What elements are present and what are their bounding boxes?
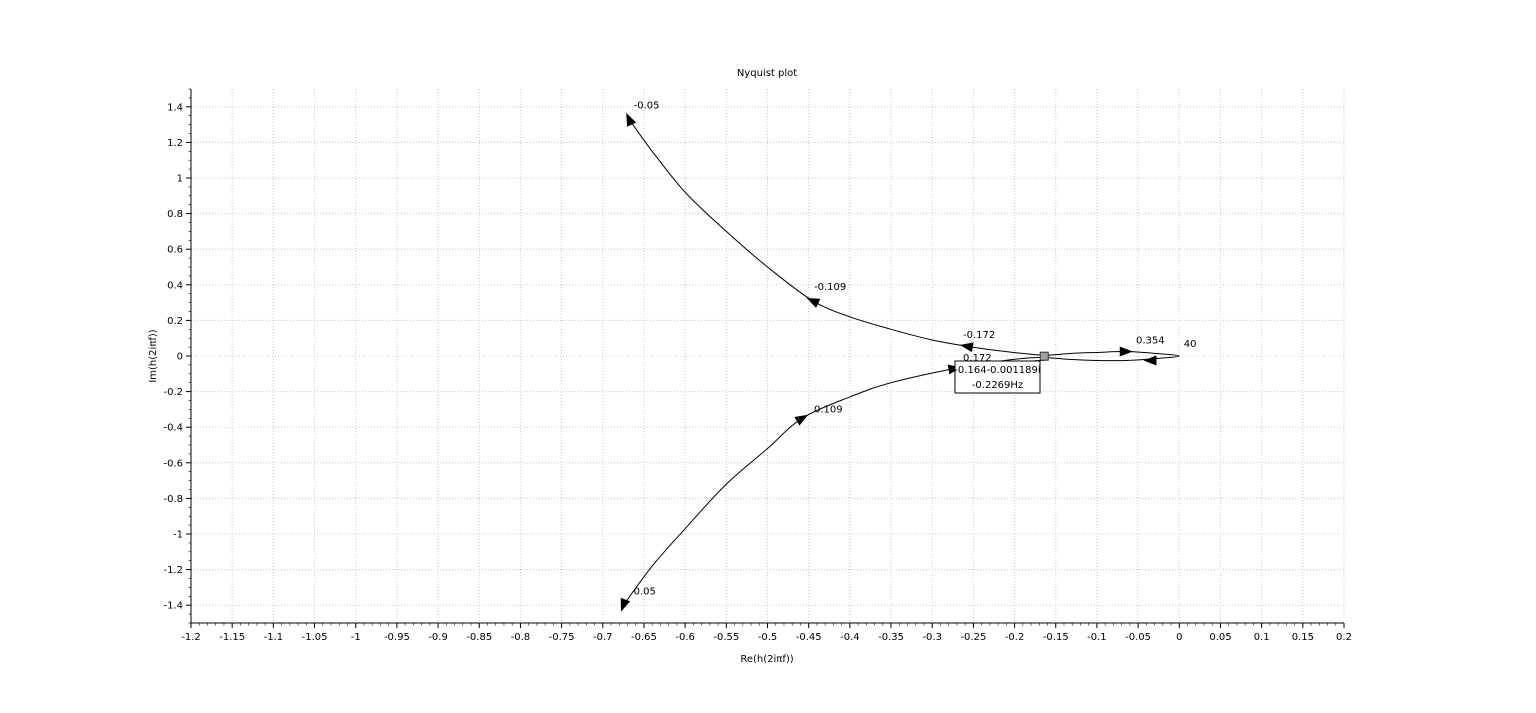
x-tick-label: 0.1 — [1254, 632, 1270, 643]
frequency-label: -0.109 — [814, 282, 846, 293]
y-tick-label: -1 — [173, 530, 183, 541]
x-tick-label: 0.15 — [1292, 632, 1314, 643]
direction-arrow — [794, 414, 809, 426]
direction-arrows — [620, 112, 1157, 612]
nyquist-series-line — [622, 118, 1180, 606]
y-tick-label: 0 — [177, 352, 183, 363]
y-tick-label: -1.2 — [163, 565, 183, 576]
direction-arrow — [1143, 355, 1157, 366]
y-tick-label: 0.8 — [167, 209, 183, 220]
direction-arrow — [806, 297, 821, 308]
x-tick-label: -0.25 — [960, 632, 986, 643]
x-tick-label: -0.85 — [466, 632, 492, 643]
grid — [190, 89, 1345, 623]
y-tick-label: 1.4 — [167, 102, 183, 113]
direction-arrow — [1119, 346, 1133, 357]
chart-title: Nyquist plot — [737, 68, 797, 79]
x-tick-label: -0.9 — [428, 632, 448, 643]
frequency-labels: -0.05 -0.109 -0.172 0.354 40 0.172 0.109 0.05 — [634, 100, 1197, 597]
y-tick-label: -0.4 — [163, 423, 183, 434]
x-tick-label: -0.75 — [549, 632, 575, 643]
x-tick-label: -0.45 — [796, 632, 822, 643]
x-axis-label: Re(h(2iπf)) — [740, 654, 793, 665]
x-tick-label: -0.05 — [1125, 632, 1151, 643]
datatip-value: -0.164-0.001189i — [954, 365, 1040, 376]
frequency-label: 0.05 — [634, 586, 656, 597]
x-tick-label: 0.2 — [1336, 632, 1352, 643]
datatip-box — [954, 360, 1041, 394]
axes — [186, 88, 1345, 628]
y-tick-labels: -1.4 -1.2 -1 -0.8 -0.6 -0.4 -0.2 0 0.2 0.4 0.6 0.8 1… — [163, 102, 183, 611]
frequency-label: 0.354 — [1136, 335, 1165, 346]
frequency-label: 0.172 — [963, 353, 992, 364]
y-tick-label: 0.6 — [167, 245, 183, 256]
datatip-frequency: -0.2269Hz — [972, 380, 1023, 391]
y-axis-label: Im(h(2iπf)) — [148, 329, 159, 382]
x-tick-labels: -1.2 -1.15 -1.1 -1.05 -1 -0.95 -0.9 -0.85 -0.8 -0… — [181, 632, 1352, 643]
nyquist-curve — [622, 118, 1180, 606]
x-tick-label: -0.8 — [511, 632, 531, 643]
x-tick-label: -1.15 — [219, 632, 245, 643]
frequency-label: -0.172 — [963, 330, 995, 341]
direction-arrow — [620, 597, 631, 612]
y-tick-label: 0.2 — [167, 316, 183, 327]
y-tick-label: -0.8 — [163, 494, 183, 505]
x-tick-label: -1.05 — [302, 632, 328, 643]
y-tick-label: -0.6 — [163, 458, 183, 469]
direction-arrow — [959, 342, 974, 353]
x-tick-label: 0.05 — [1209, 632, 1231, 643]
x-tick-label: -0.35 — [878, 632, 904, 643]
frequency-label: -0.05 — [634, 100, 660, 111]
y-tick-label: 0.4 — [167, 280, 183, 291]
x-tick-label: 0 — [1176, 632, 1182, 643]
y-tick-label: 1.2 — [167, 138, 183, 149]
x-tick-label: -0.5 — [758, 632, 778, 643]
direction-arrow — [626, 112, 637, 127]
y-tick-label: -1.4 — [163, 601, 183, 612]
datatip-marker[interactable] — [1039, 351, 1049, 361]
x-tick-label: -0.95 — [384, 632, 410, 643]
x-tick-label: -0.4 — [840, 632, 860, 643]
x-tick-label: -0.2 — [1005, 632, 1025, 643]
x-tick-label: -0.3 — [922, 632, 942, 643]
datatip[interactable]: -0.164-0.001189i -0.2269Hz — [954, 351, 1049, 394]
x-tick-label: -0.7 — [593, 632, 613, 643]
frequency-label: 40 — [1184, 339, 1197, 350]
x-tick-label: -1.2 — [181, 632, 201, 643]
x-tick-label: -0.6 — [675, 632, 695, 643]
x-tick-label: -1.1 — [264, 632, 284, 643]
x-tick-label: -0.55 — [713, 632, 739, 643]
y-tick-label: -0.2 — [163, 387, 183, 398]
x-tick-label: -0.65 — [631, 632, 657, 643]
x-tick-label: -0.15 — [1043, 632, 1069, 643]
y-tick-label: 1 — [177, 174, 183, 185]
frequency-label: 0.109 — [814, 405, 843, 416]
x-tick-label: -1 — [351, 632, 361, 643]
x-tick-label: -0.1 — [1087, 632, 1107, 643]
